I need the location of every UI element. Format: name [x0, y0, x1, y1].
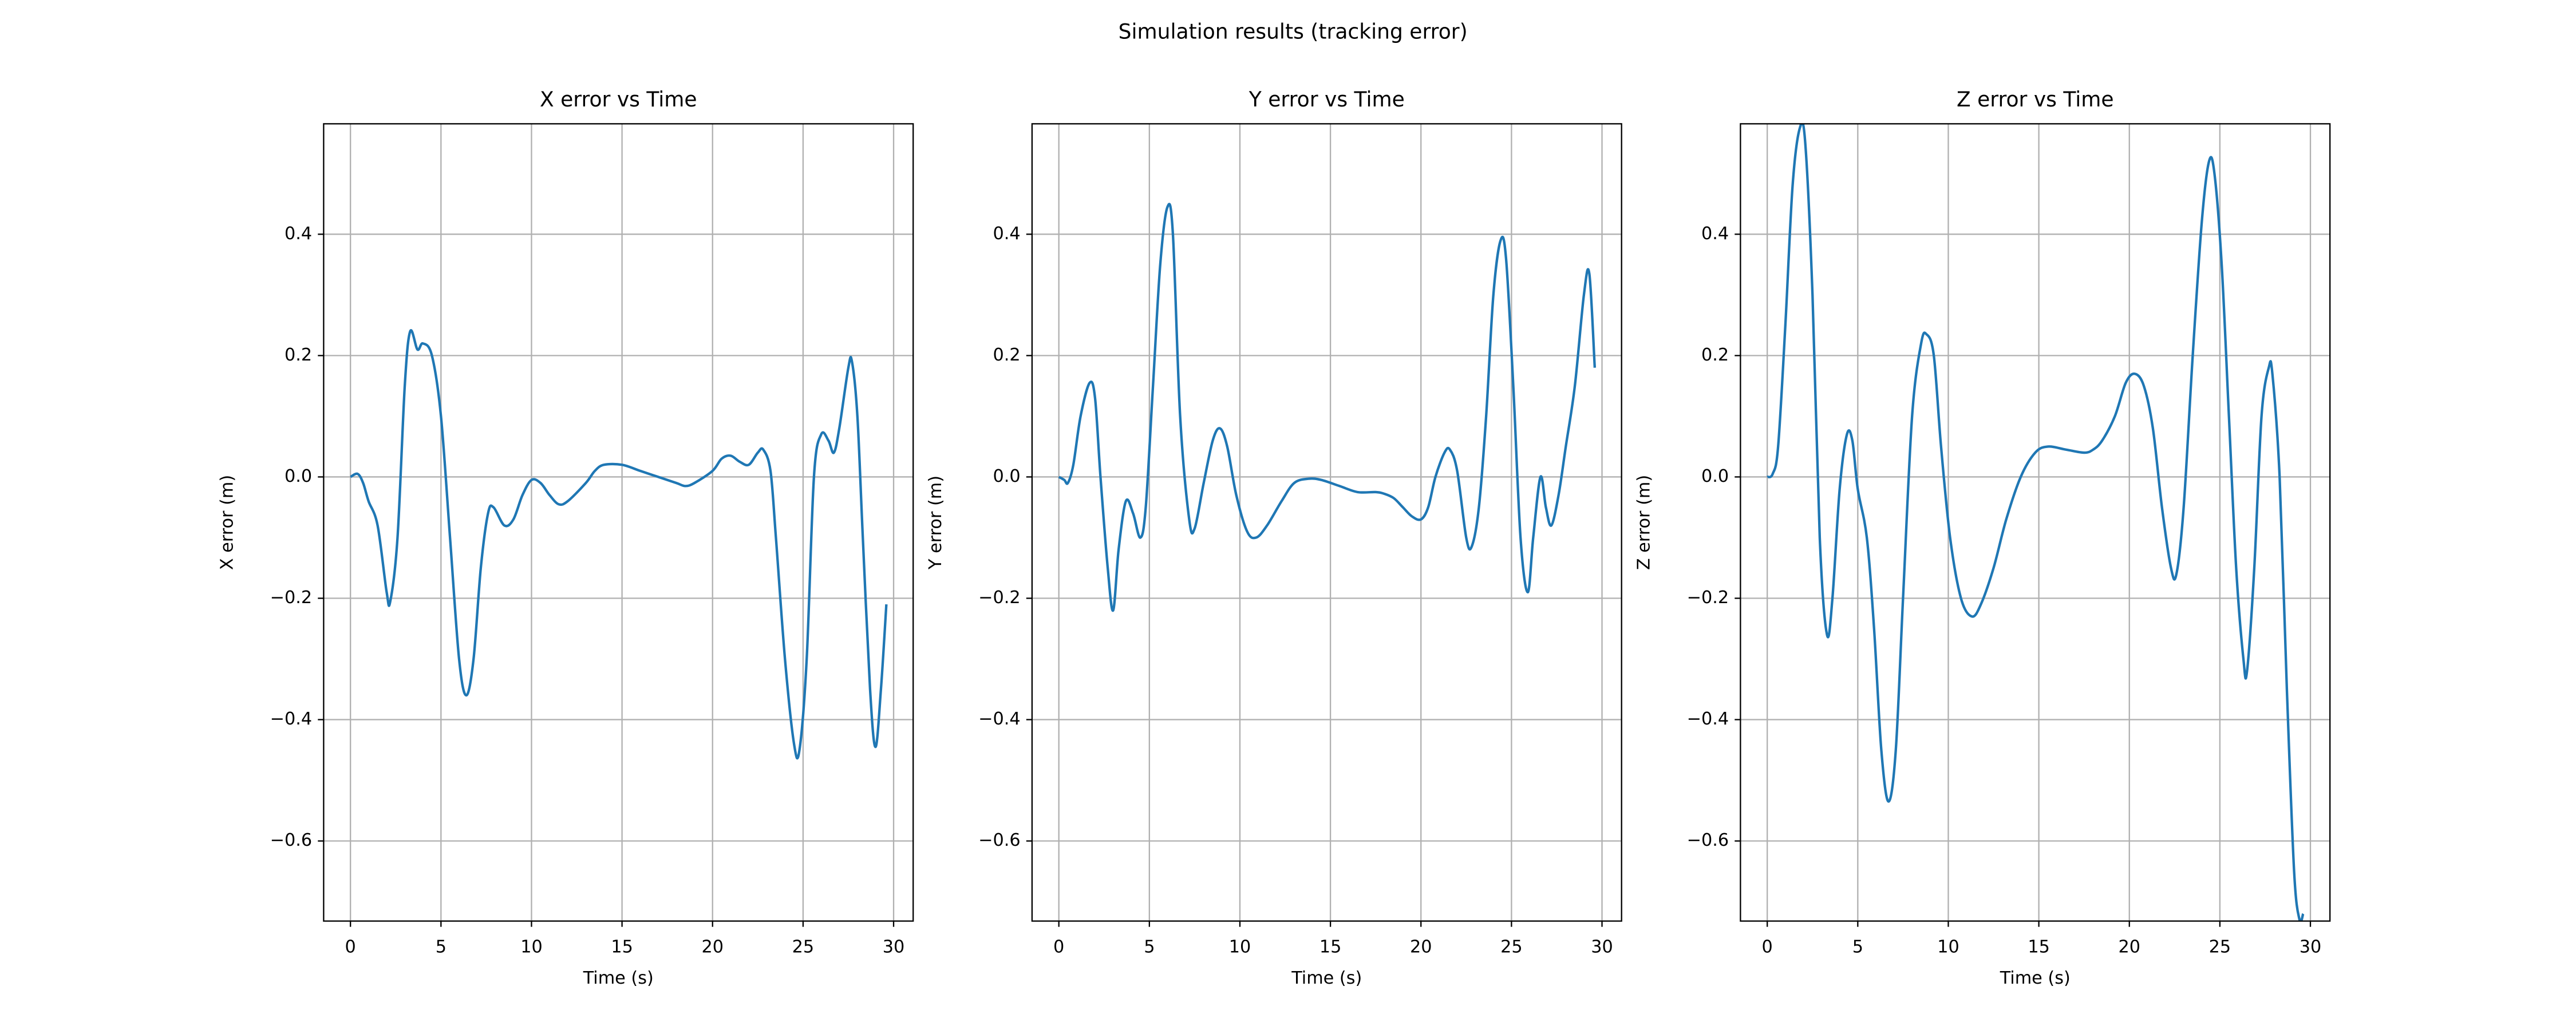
x-tick-label: 5 — [1852, 937, 1863, 957]
x-tick-label: 30 — [2300, 937, 2322, 957]
x-tick-label: 15 — [2028, 937, 2050, 957]
y-tick-label: −0.2 — [270, 588, 313, 608]
x-tick-label: 0 — [1053, 937, 1064, 957]
x-tick-label: 0 — [345, 937, 356, 957]
panel: 0 5 10 15 20 25 30 −0.6 −0.4 −0.2 0.0 0.2 0.4 Z error… — [1634, 88, 2331, 988]
x-axis-label: Time (s) — [1291, 968, 1362, 988]
axes-frame — [1740, 123, 2331, 922]
x-tick-label: 30 — [883, 937, 905, 957]
panel: 0 5 10 15 20 25 30 −0.6 −0.4 −0.2 0.0 0.2 0.4 X error… — [218, 88, 914, 988]
y-tick-label: 0.2 — [1701, 345, 1729, 365]
x-axis-label: Time (s) — [2000, 968, 2071, 988]
y-tick-label: 0.4 — [285, 224, 312, 244]
x-tick-label: 5 — [436, 937, 447, 957]
y-tick-label: −0.2 — [978, 588, 1020, 608]
x-tick-label: 10 — [1937, 937, 1959, 957]
subplot-title: Z error vs Time — [1957, 88, 2114, 112]
y-axis-label: X error (m) — [218, 475, 238, 570]
panel: 0 5 10 15 20 25 30 −0.6 −0.4 −0.2 0.0 0.2 0.4 Y error… — [926, 88, 1622, 988]
x-axis-label: Time (s) — [583, 968, 654, 988]
x-tick-label: 15 — [611, 937, 633, 957]
subplot-title: Y error vs Time — [1249, 88, 1405, 112]
y-tick-label: −0.6 — [1687, 830, 1729, 850]
x-tick-label: 5 — [1144, 937, 1155, 957]
y-tick-label: −0.6 — [270, 830, 313, 850]
y-tick-label: −0.4 — [270, 709, 313, 729]
y-tick-label: 0.4 — [1701, 224, 1729, 244]
x-tick-label: 25 — [792, 937, 815, 957]
x-tick-label: 30 — [1591, 937, 1613, 957]
data-line — [1767, 124, 2305, 921]
y-tick-label: −0.2 — [1687, 588, 1729, 608]
y-tick-label: 0.0 — [993, 466, 1021, 486]
y-axis-label: Y error (m) — [926, 476, 946, 570]
y-tick-label: −0.4 — [1687, 709, 1729, 729]
y-tick-label: 0.0 — [1701, 466, 1729, 486]
x-tick-label: 15 — [1319, 937, 1342, 957]
x-tick-label: 25 — [2209, 937, 2231, 957]
data-line — [1058, 203, 1597, 612]
x-tick-label: 20 — [2118, 937, 2140, 957]
y-tick-label: 0.2 — [993, 345, 1021, 365]
x-tick-label: 25 — [1500, 937, 1523, 957]
axes-frame — [1031, 123, 1622, 922]
x-tick-label: 0 — [1762, 937, 1773, 957]
y-tick-label: 0.4 — [993, 224, 1021, 244]
axes-frame — [323, 123, 914, 922]
y-axis-label: Z error (m) — [1634, 475, 1654, 570]
subplot-title: X error vs Time — [540, 88, 697, 112]
y-tick-label: 0.2 — [285, 345, 312, 365]
y-tick-label: −0.4 — [978, 709, 1020, 729]
data-line — [350, 328, 888, 760]
x-tick-label: 10 — [1229, 937, 1251, 957]
figure-title: Simulation results (tracking error) — [1119, 20, 1468, 44]
y-tick-label: 0.0 — [285, 466, 312, 486]
y-tick-label: −0.6 — [978, 830, 1020, 850]
x-tick-label: 20 — [1410, 937, 1432, 957]
x-tick-label: 20 — [701, 937, 724, 957]
x-tick-label: 10 — [520, 937, 543, 957]
